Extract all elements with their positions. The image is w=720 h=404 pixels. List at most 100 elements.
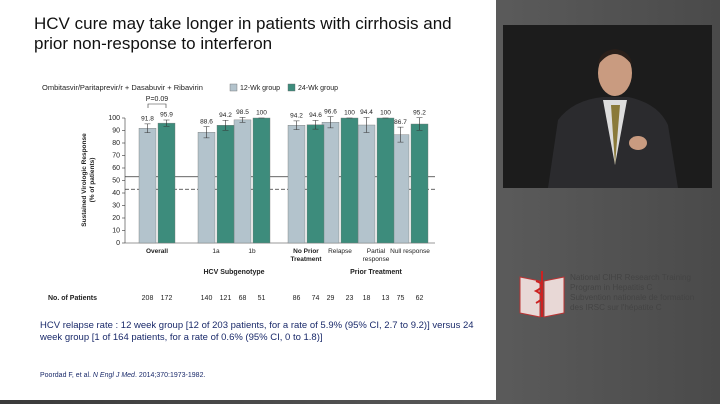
value-label: 94.2 xyxy=(219,112,232,119)
head xyxy=(598,50,632,96)
y-tick-label: 80 xyxy=(112,140,120,147)
speaker-video xyxy=(503,25,712,188)
value-label: 88.6 xyxy=(200,118,213,125)
y-axis-label-line: (% of patients) xyxy=(89,158,96,203)
bar xyxy=(233,119,252,244)
bar xyxy=(321,122,340,244)
y-axis-label: Sustained Virologic Response(% of patien… xyxy=(81,133,96,227)
y-tick-label: 40 xyxy=(112,190,120,197)
error-bar xyxy=(416,117,423,131)
x-tick-label-box: 1b xyxy=(248,248,256,255)
x-tick-label-box: Relapse xyxy=(328,248,352,255)
bar xyxy=(376,117,395,244)
patient-count: 23 xyxy=(346,295,354,302)
citation-journal: N Engl J Med xyxy=(92,372,135,379)
legend-swatch xyxy=(287,83,296,92)
x-tick-label-box: No Prior Treatment xyxy=(290,248,322,263)
patient-count: 18 xyxy=(363,295,371,302)
slide: HCV cure may take longer in patients wit… xyxy=(34,14,474,379)
bar xyxy=(340,117,359,244)
y-axis-label-line: Sustained Virologic Response xyxy=(81,133,88,227)
bar xyxy=(157,122,176,244)
y-tick-label: 30 xyxy=(112,202,120,209)
footnote: HCV relapse rate : 12 week group [12 of … xyxy=(40,320,474,343)
x-tick-label: No Prior Treatment xyxy=(290,248,322,263)
y-tick-label: 10 xyxy=(112,227,120,234)
hand xyxy=(629,136,647,150)
y-tick-label: 100 xyxy=(108,115,120,122)
citation-part: Poordad F, et al. xyxy=(40,372,93,379)
annotation: P=0.09 xyxy=(146,96,168,103)
value-label: 95.2 xyxy=(413,109,426,116)
value-label: 94.2 xyxy=(290,113,303,120)
value-label: 94.4 xyxy=(360,109,373,116)
bar xyxy=(357,124,376,244)
patient-count: 13 xyxy=(382,295,390,302)
value-label: 94.6 xyxy=(309,112,322,119)
value-label: 100 xyxy=(380,110,391,117)
patient-count: 86 xyxy=(293,295,301,302)
value-label: 86.7 xyxy=(394,119,407,126)
error-bar xyxy=(397,126,404,143)
error-bar xyxy=(144,123,151,133)
bar xyxy=(216,125,235,244)
legend-label: 12-Wk group xyxy=(240,85,280,92)
error-bar xyxy=(222,119,229,131)
patient-count: 62 xyxy=(416,295,424,302)
value-label: 95.9 xyxy=(160,112,173,119)
y-tick-label: 20 xyxy=(112,215,120,222)
tie xyxy=(611,105,620,165)
y-tick-label: 60 xyxy=(112,165,120,172)
hair xyxy=(598,49,632,65)
group-label: Prior Treatment xyxy=(350,269,402,276)
book-left xyxy=(519,276,541,318)
value-label: 100 xyxy=(344,110,355,117)
book-right xyxy=(543,276,565,318)
error-bar xyxy=(293,120,300,130)
x-tick-label-box: 1a xyxy=(212,248,219,255)
x-tick-label: Relapse xyxy=(328,248,352,255)
x-tick-label: Null response xyxy=(390,248,430,255)
chart: Ombitasvir/Paritaprevir/r + Dasabuvir + … xyxy=(42,83,435,302)
logo-line: Subvention nationale de formation xyxy=(570,293,695,302)
logo-line: National CIHR Research Training xyxy=(570,273,692,282)
bar xyxy=(252,117,271,244)
patient-count: 172 xyxy=(161,295,173,302)
value-label: 98.5 xyxy=(236,109,249,116)
error-bar xyxy=(239,117,246,123)
error-bar xyxy=(163,119,170,127)
y-tick-label: 70 xyxy=(112,152,120,159)
logo-line: des IRSC sur l'hépatite C xyxy=(570,303,662,312)
error-bar xyxy=(312,120,319,130)
patient-count: 75 xyxy=(397,295,405,302)
citation: Poordad F, et al. N Engl J Med. 2014;370… xyxy=(40,372,205,379)
x-tick-label-box: Partial response xyxy=(362,248,390,263)
patient-count: 51 xyxy=(258,295,266,302)
annotation-bracket xyxy=(147,103,167,108)
patient-count: 121 xyxy=(220,295,232,302)
bar xyxy=(391,134,410,244)
error-bar xyxy=(327,116,334,129)
x-tick-label: Partial response xyxy=(362,248,390,263)
legend-label: 24-Wk group xyxy=(298,85,338,92)
value-label: 100 xyxy=(256,110,267,117)
logo-text: National CIHR Research Training Program … xyxy=(570,273,694,313)
logo-icon xyxy=(519,271,565,318)
patient-count: 74 xyxy=(312,295,320,302)
group-label: HCV Subgenotype xyxy=(203,269,264,276)
legend-swatch xyxy=(229,83,238,92)
logo-line: Program in Hepatitis C xyxy=(570,283,653,292)
x-tick-label: 1b xyxy=(248,248,256,255)
error-bar xyxy=(363,117,370,133)
patient-count: 208 xyxy=(142,295,154,302)
patient-count: 29 xyxy=(327,295,335,302)
patient-count: 68 xyxy=(239,295,247,302)
value-label: 91.8 xyxy=(141,116,154,123)
error-bar xyxy=(203,126,210,139)
speaker-figure xyxy=(503,25,712,188)
patients-label: No. of Patients xyxy=(48,295,97,302)
slide-title: HCV cure may take longer in patients wit… xyxy=(34,14,452,53)
bar xyxy=(287,125,306,244)
bar xyxy=(410,123,429,244)
